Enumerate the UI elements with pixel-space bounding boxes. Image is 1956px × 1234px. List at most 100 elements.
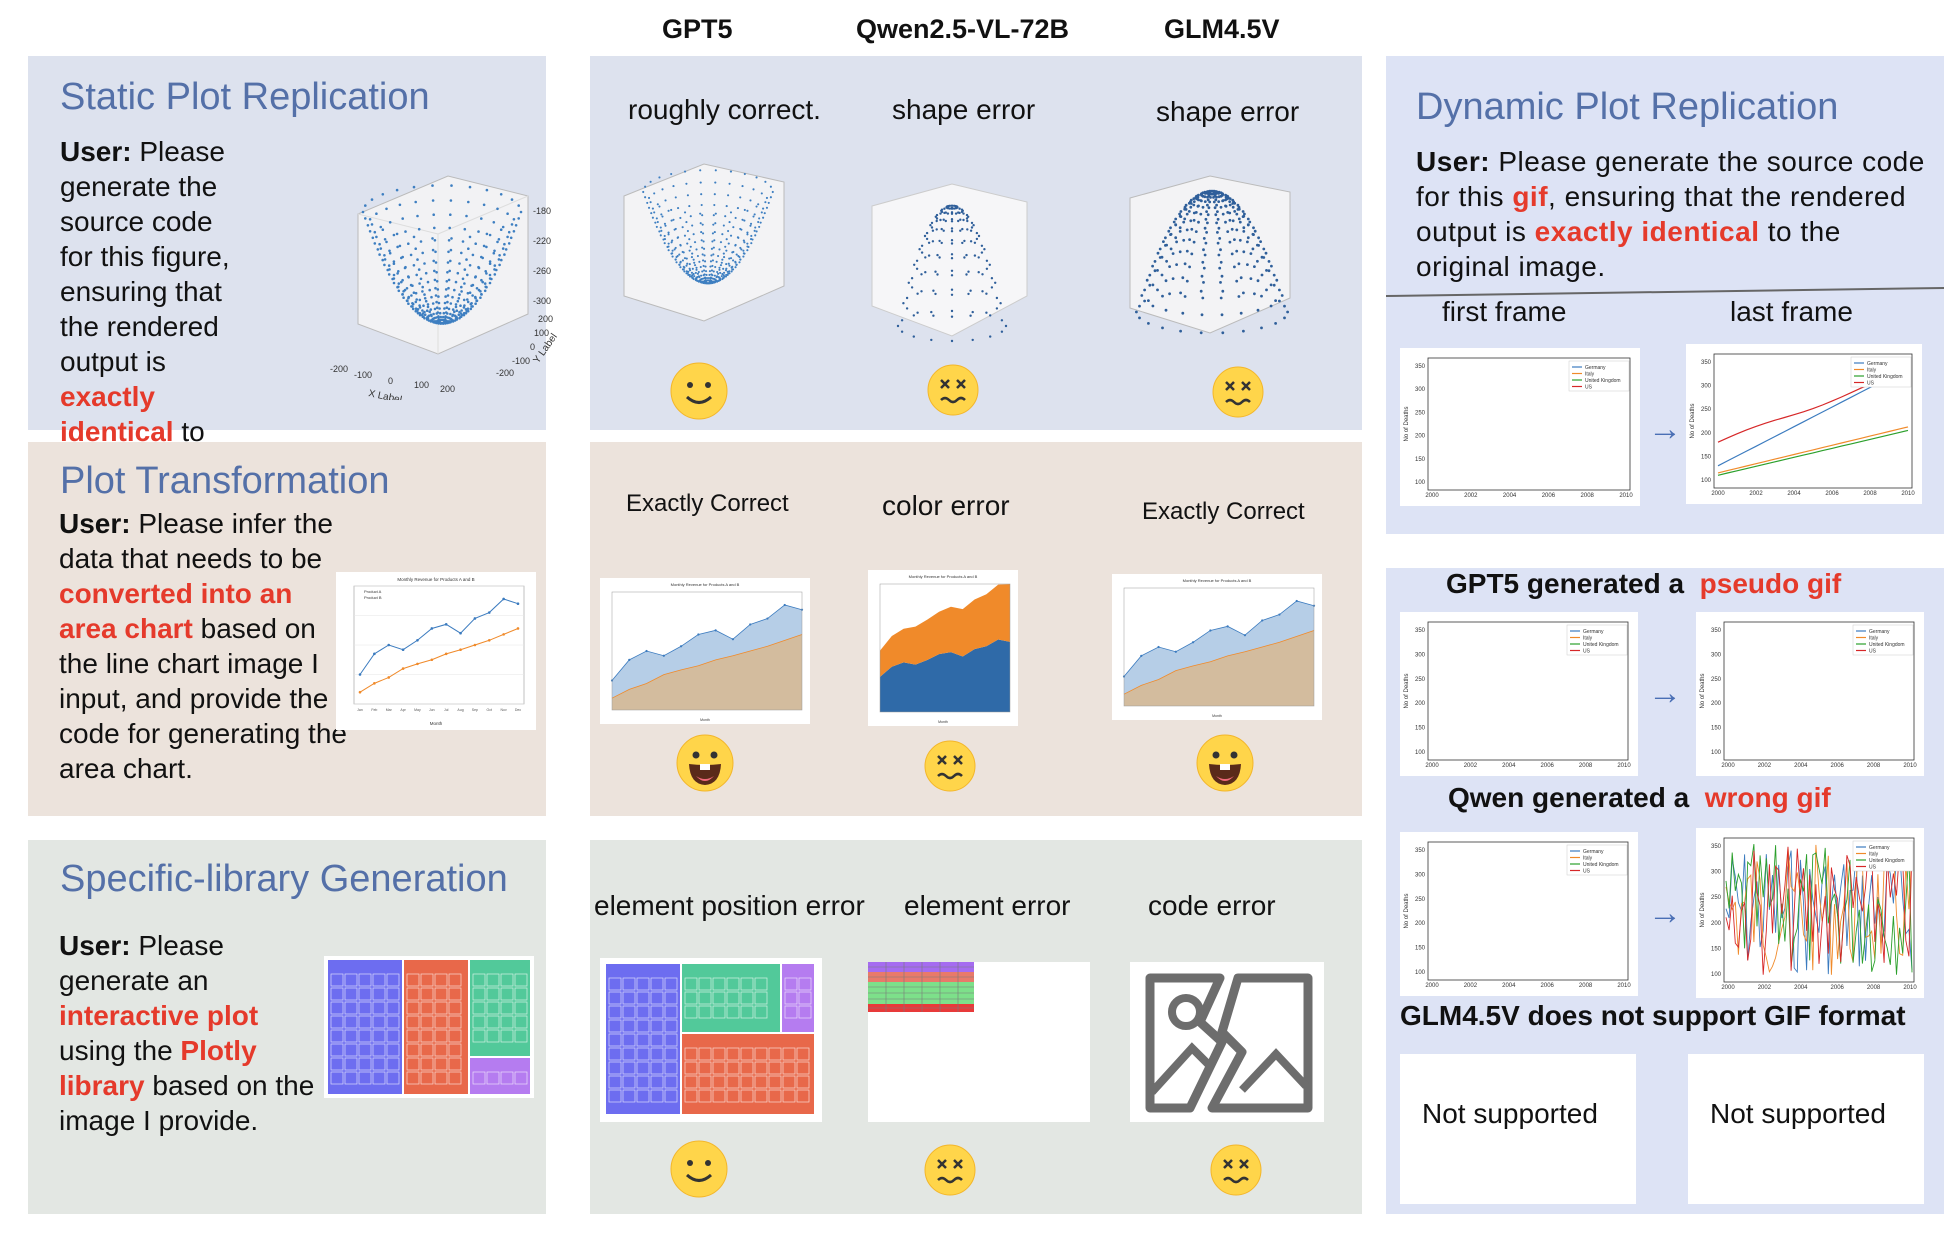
data-point bbox=[1224, 195, 1228, 199]
data-point bbox=[496, 240, 499, 244]
data-point bbox=[417, 268, 421, 271]
data-point bbox=[1162, 240, 1165, 243]
data-point bbox=[485, 188, 489, 192]
static-xtick: -200 bbox=[330, 364, 348, 374]
data-point bbox=[1179, 210, 1183, 213]
data-point bbox=[473, 643, 477, 647]
data-point bbox=[1188, 265, 1191, 269]
treemap-cell bbox=[650, 1005, 664, 1019]
data-point bbox=[475, 287, 479, 290]
treemap-cell bbox=[372, 1015, 386, 1029]
treemap-cell bbox=[622, 977, 636, 991]
data-point bbox=[692, 258, 695, 261]
data-point bbox=[722, 267, 725, 270]
x-tick-label: May bbox=[414, 708, 421, 712]
data-point bbox=[726, 273, 729, 277]
data-point bbox=[1219, 281, 1222, 284]
data-point bbox=[373, 682, 376, 685]
verdict-specific-qwen: element error bbox=[904, 890, 1071, 921]
data-point bbox=[426, 316, 430, 320]
legend-entry: Italy bbox=[1583, 856, 1593, 862]
data-point bbox=[727, 262, 730, 265]
y-tick-label: 200 bbox=[1415, 434, 1426, 440]
data-point bbox=[728, 221, 731, 224]
data-point bbox=[431, 317, 435, 321]
data-point bbox=[1192, 203, 1196, 207]
treemap-cell bbox=[768, 1089, 782, 1103]
data-point bbox=[396, 272, 399, 275]
data-point bbox=[714, 265, 717, 269]
data-point bbox=[712, 280, 715, 283]
treemap-cell bbox=[622, 1019, 636, 1033]
x-tick-label: 2004 bbox=[1794, 763, 1808, 769]
right-arrow-icon: → bbox=[1648, 674, 1682, 712]
data-point bbox=[967, 292, 970, 296]
data-point bbox=[1216, 217, 1220, 221]
data-point bbox=[750, 242, 753, 245]
dynamic-user-label: User: bbox=[1416, 146, 1491, 177]
data-point bbox=[722, 276, 725, 280]
treemap-cell bbox=[712, 1047, 726, 1061]
series-line-0 bbox=[359, 598, 519, 675]
data-point bbox=[1156, 251, 1160, 255]
treemap-cell bbox=[712, 1061, 726, 1075]
data-point bbox=[1256, 308, 1260, 312]
data-point bbox=[674, 246, 677, 249]
data-point bbox=[454, 316, 458, 320]
data-point bbox=[757, 220, 760, 224]
data-point bbox=[916, 292, 919, 295]
data-point bbox=[746, 233, 749, 236]
data-point bbox=[455, 309, 459, 312]
static-bowl-points bbox=[361, 184, 523, 325]
data-point bbox=[711, 281, 714, 284]
plot-frame bbox=[1427, 357, 1631, 491]
static-ytick: 0 bbox=[530, 342, 535, 352]
treemap-cell bbox=[434, 1057, 448, 1071]
legend-entry: Germany bbox=[1867, 361, 1888, 367]
treemap-cell bbox=[434, 1071, 448, 1085]
data-point bbox=[1200, 274, 1204, 278]
data-point bbox=[444, 295, 447, 298]
data-point bbox=[960, 210, 964, 214]
data-point bbox=[762, 216, 765, 219]
data-point bbox=[966, 228, 969, 231]
data-point bbox=[1208, 191, 1212, 195]
data-point bbox=[981, 290, 984, 293]
data-point bbox=[727, 242, 730, 245]
data-point bbox=[708, 270, 712, 273]
verdict-specific-glm: code error bbox=[1148, 890, 1276, 921]
y-axis-label: No of Deaths bbox=[1690, 403, 1696, 438]
data-point bbox=[736, 236, 739, 239]
data-point bbox=[1185, 249, 1189, 253]
data-point bbox=[430, 314, 433, 318]
data-point bbox=[506, 235, 509, 239]
data-point bbox=[942, 229, 945, 232]
legend-entry: US bbox=[1869, 649, 1877, 655]
data-point bbox=[725, 267, 728, 270]
data-point bbox=[661, 215, 664, 218]
last-frame-label: last frame bbox=[1730, 296, 1853, 327]
transform-text-a: Please infer the data that needs to be bbox=[59, 508, 333, 574]
treemap-cell bbox=[344, 1001, 358, 1015]
treemap-cell bbox=[664, 1075, 678, 1089]
treemap-cell bbox=[344, 973, 358, 987]
series-line bbox=[1725, 844, 1913, 975]
data-point bbox=[1219, 260, 1223, 264]
transform-prompt: User: Please infer the data that needs t… bbox=[59, 506, 349, 786]
data-point bbox=[1217, 226, 1221, 230]
treemap-cell bbox=[636, 1075, 650, 1089]
data-point bbox=[688, 267, 691, 270]
data-point bbox=[1183, 217, 1187, 221]
treemap-cell bbox=[622, 1033, 636, 1047]
data-point bbox=[655, 225, 658, 228]
data-point bbox=[412, 185, 416, 189]
data-point bbox=[416, 258, 419, 261]
treemap-cell bbox=[386, 1001, 400, 1015]
transform-highlight: converted into an area chart bbox=[59, 578, 293, 644]
data-point bbox=[967, 270, 970, 273]
data-point bbox=[1218, 266, 1222, 270]
data-point bbox=[924, 271, 927, 274]
static-ztick: -260 bbox=[533, 266, 551, 276]
data-point bbox=[659, 234, 662, 237]
data-point bbox=[702, 269, 706, 272]
